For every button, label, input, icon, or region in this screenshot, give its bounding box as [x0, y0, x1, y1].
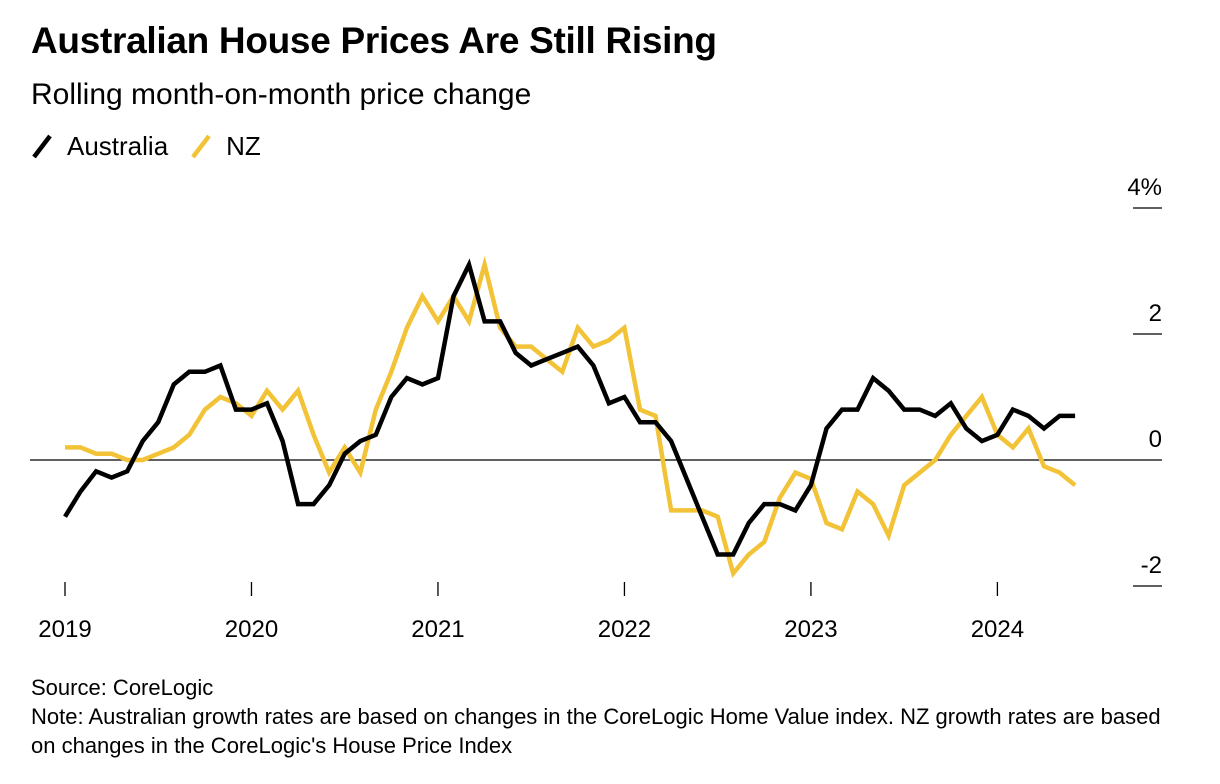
source-note: Source: CoreLogic: [31, 675, 214, 700]
chart-subtitle: Rolling month-on-month price change: [31, 78, 532, 111]
x-axis: 2019 2020 2021 2022 2023 2024: [38, 582, 1024, 643]
legend-swatch-australia: [32, 134, 52, 159]
x-tick-label-2021: 2021: [411, 616, 464, 643]
chart-footer: Source: CoreLogic Note: Australian growt…: [31, 673, 1191, 760]
series-layer: [63, 255, 1077, 579]
x-tick-label-2023: 2023: [784, 616, 837, 643]
series-line-australia: [63, 258, 1076, 557]
series-australia: [63, 258, 1076, 557]
chart-title: Australian House Prices Are Still Rising: [31, 20, 717, 61]
chart-legend: Australia NZ: [31, 130, 283, 162]
line-chart: 2019 2020 2021 2022 2023 2024 4% 2 0 -2: [30, 174, 1162, 643]
methodology-note: Note: Australian growth rates are based …: [31, 704, 1161, 758]
y-tick-label-4: 4%: [1127, 174, 1162, 201]
y-tick-label-0: 0: [1149, 426, 1162, 453]
y-tick-label-2: 2: [1149, 300, 1162, 327]
series-line-nz: [65, 255, 1077, 579]
legend-swatch-nz: [191, 134, 211, 159]
series-nz: [64, 255, 1077, 579]
legend-label-nz: NZ: [226, 130, 261, 161]
x-tick-label-2019: 2019: [38, 616, 91, 643]
y-tick-label--2: -2: [1141, 552, 1162, 579]
y-axis: 4% 2 0 -2: [30, 174, 1162, 587]
x-tick-label-2024: 2024: [971, 616, 1024, 643]
legend-label-australia: Australia: [67, 130, 169, 161]
legend-item-australia: Australia: [31, 131, 168, 162]
legend-item-nz: NZ: [190, 131, 261, 162]
x-tick-label-2020: 2020: [225, 616, 278, 643]
x-tick-label-2022: 2022: [598, 616, 651, 643]
